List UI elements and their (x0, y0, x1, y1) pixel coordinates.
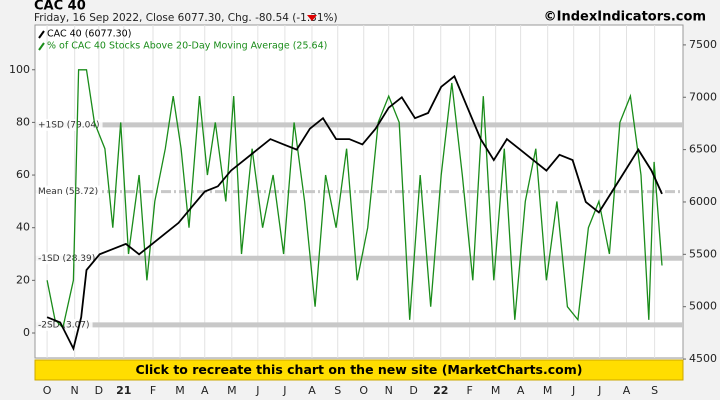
x-tick-label: M (227, 384, 237, 397)
y-tick-label: 100 (9, 63, 30, 76)
band-label-bg (36, 185, 102, 198)
x-tick-label: J (255, 384, 259, 397)
y-tick-label: 60 (16, 168, 30, 181)
x-tick-label: N (71, 384, 79, 397)
x-tick-label: F (150, 384, 156, 397)
x-tick-label: J (282, 384, 286, 397)
subtitle: Friday, 16 Sep 2022, Close 6077.30, Chg.… (34, 12, 338, 24)
x-tick-label: D (409, 384, 417, 397)
x-tick-label: A (308, 384, 316, 397)
series-line (46, 69, 663, 329)
x-tick-label: F (466, 384, 472, 397)
x-tick-label: M (175, 384, 185, 397)
x-tick-label: O (43, 384, 52, 397)
chart-title: CAC 40 (34, 0, 86, 14)
banner[interactable] (34, 359, 684, 381)
x-tick-label: M (543, 384, 553, 397)
banner-text[interactable]: Click to recreate this chart on the new … (136, 362, 583, 377)
band-label: +1SD (79.04) (38, 120, 100, 130)
plot-layer: O N D 21 F M A M J J A S O N D 22 F M A M J J A S 0 20 40 60 80 100 45… (9, 25, 717, 397)
down-arrow (307, 15, 317, 21)
y-tick-label: 80 (16, 115, 30, 128)
legend-label: % of CAC 40 Stocks Above 20-Day Moving A… (47, 41, 327, 52)
x-tick-label: J (571, 384, 575, 397)
x-tick-label: D (95, 384, 103, 397)
y2-tick-label: 5000 (689, 300, 717, 313)
y-tick-label: 20 (16, 273, 30, 286)
y2-tick-label: 5500 (689, 247, 717, 260)
x-tick-label: N (385, 384, 393, 397)
band-label: Mean (53.72) (38, 187, 98, 197)
x-tick-label: A (517, 384, 525, 397)
y2-tick-label: 6500 (689, 143, 717, 156)
x-tick-label: A (201, 384, 209, 397)
x-tick-label: 22 (433, 384, 448, 397)
source: ©IndexIndicators.com (544, 10, 706, 25)
x-tick-label: O (359, 384, 368, 397)
x-tick-label: M (491, 384, 501, 397)
y2-tick-label: 7500 (689, 38, 717, 51)
legend-label: CAC 40 (6077.30) (47, 29, 131, 40)
x-tick-label: A (623, 384, 631, 397)
legend-swatch (38, 42, 45, 51)
x-tick-label: 21 (116, 384, 131, 397)
band-label-bg (36, 252, 99, 265)
y-tick-label: 0 (23, 326, 30, 339)
y2-tick-label: 4500 (689, 352, 717, 365)
y-tick-label: 40 (16, 221, 30, 234)
y2-tick-label: 6000 (689, 195, 717, 208)
x-tick-label: S (334, 384, 341, 397)
y2-tick-label: 7000 (689, 90, 717, 103)
series-line (46, 74, 663, 352)
legend-swatch (38, 30, 45, 39)
x-tick-label: J (597, 384, 601, 397)
band-label-bg (36, 118, 103, 131)
band-label: -1SD (28.39) (38, 254, 95, 264)
x-tick-label: S (651, 384, 658, 397)
